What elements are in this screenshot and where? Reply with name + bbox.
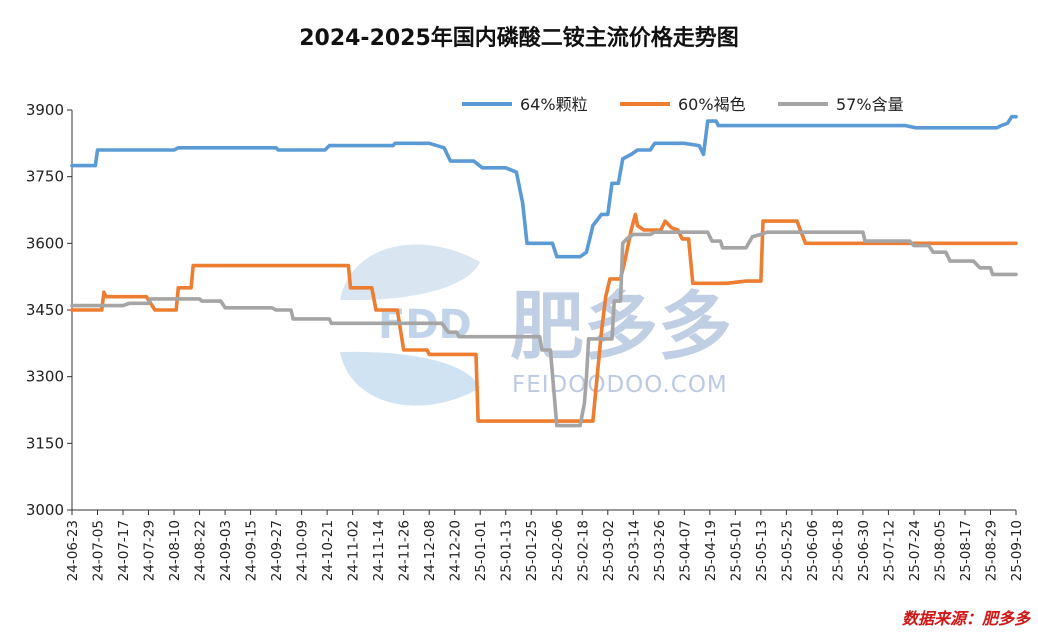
x-tick-label: 24-09-03 [218, 520, 234, 581]
x-tick-label: 25-04-07 [677, 520, 693, 581]
legend-label-1: 60%褐色 [678, 95, 746, 114]
x-tick-label: 25-05-13 [754, 520, 770, 581]
y-tick-label: 3750 [26, 168, 64, 186]
x-tick-label: 25-03-14 [626, 520, 642, 581]
x-tick-label: 25-06-30 [856, 520, 872, 581]
x-axis: 24-06-23 24-07-05 24-07-17 24-07-29 24-08-10… [65, 509, 1025, 581]
source-note: 数据来源：肥多多 [902, 609, 1032, 628]
x-tick-label: 24-11-14 [371, 520, 387, 581]
x-tick-label: 25-02-06 [550, 520, 566, 581]
x-tick-label: 25-09-10 [1009, 520, 1025, 581]
x-tick-label: 25-01-01 [473, 520, 489, 581]
legend-label-2: 57%含量 [836, 95, 904, 114]
x-tick-label: 24-12-20 [448, 520, 464, 581]
x-tick-label: 25-03-26 [652, 520, 668, 581]
chart-title: 2024-2025年国内磷酸二铵主流价格走势图 [299, 25, 739, 51]
y-tick-label: 3300 [26, 368, 64, 386]
y-tick-label: 3600 [26, 234, 64, 252]
y-tick-label: 3150 [26, 434, 64, 452]
x-tick-label: 25-01-13 [499, 520, 515, 581]
legend: 64%颗粒 60%褐色 57%含量 [462, 95, 904, 114]
x-tick-label: 24-11-26 [397, 520, 413, 581]
x-tick-label: 24-09-15 [244, 520, 260, 581]
y-tick-label: 3900 [26, 101, 64, 119]
x-tick-label: 25-07-12 [881, 520, 897, 581]
x-tick-label: 24-11-02 [346, 520, 362, 581]
x-tick-label: 25-02-18 [575, 520, 591, 581]
x-tick-label: 24-07-17 [116, 520, 132, 581]
x-tick-label: 24-09-27 [269, 520, 285, 581]
x-tick-label: 25-01-25 [524, 520, 540, 581]
x-tick-label: 25-08-29 [983, 520, 999, 581]
x-tick-label: 25-03-02 [601, 520, 617, 581]
x-tick-label: 25-05-01 [728, 520, 744, 581]
x-tick-label: 24-08-22 [193, 520, 209, 581]
watermark-logo: FDD [340, 244, 480, 406]
series-layer [70, 114, 1018, 428]
y-tick-label: 3000 [26, 501, 64, 519]
y-tick-label: 3450 [26, 301, 64, 319]
x-tick-label: 24-07-05 [91, 520, 107, 581]
x-tick-label: 24-10-09 [295, 520, 311, 581]
x-tick-label: 25-08-17 [958, 520, 974, 581]
x-tick-label: 24-07-29 [142, 520, 158, 581]
x-tick-label: 24-08-10 [167, 520, 183, 581]
x-tick-label: 25-04-19 [703, 520, 719, 581]
series-line-2 [70, 230, 1018, 428]
series-line-0 [70, 114, 1018, 259]
series-line-1 [70, 212, 1018, 423]
y-axis: 3000 3150 3300 3450 3600 3750 3900 [26, 101, 73, 519]
x-tick-label: 25-07-24 [907, 520, 923, 581]
x-tick-label: 25-05-25 [779, 520, 795, 581]
x-tick-label: 24-12-08 [422, 520, 438, 581]
x-tick-label: 25-06-18 [830, 520, 846, 581]
x-tick-label: 24-10-21 [320, 520, 336, 581]
legend-label-0: 64%颗粒 [520, 95, 588, 114]
x-tick-label: 25-08-05 [932, 520, 948, 581]
x-tick-label: 25-06-06 [805, 520, 821, 581]
x-tick-label: 24-06-23 [65, 520, 81, 581]
watermark: FDD 肥多多 FEIDOODOO.COM [340, 244, 732, 406]
watermark-brand-en: FEIDOODOO.COM [512, 372, 728, 398]
